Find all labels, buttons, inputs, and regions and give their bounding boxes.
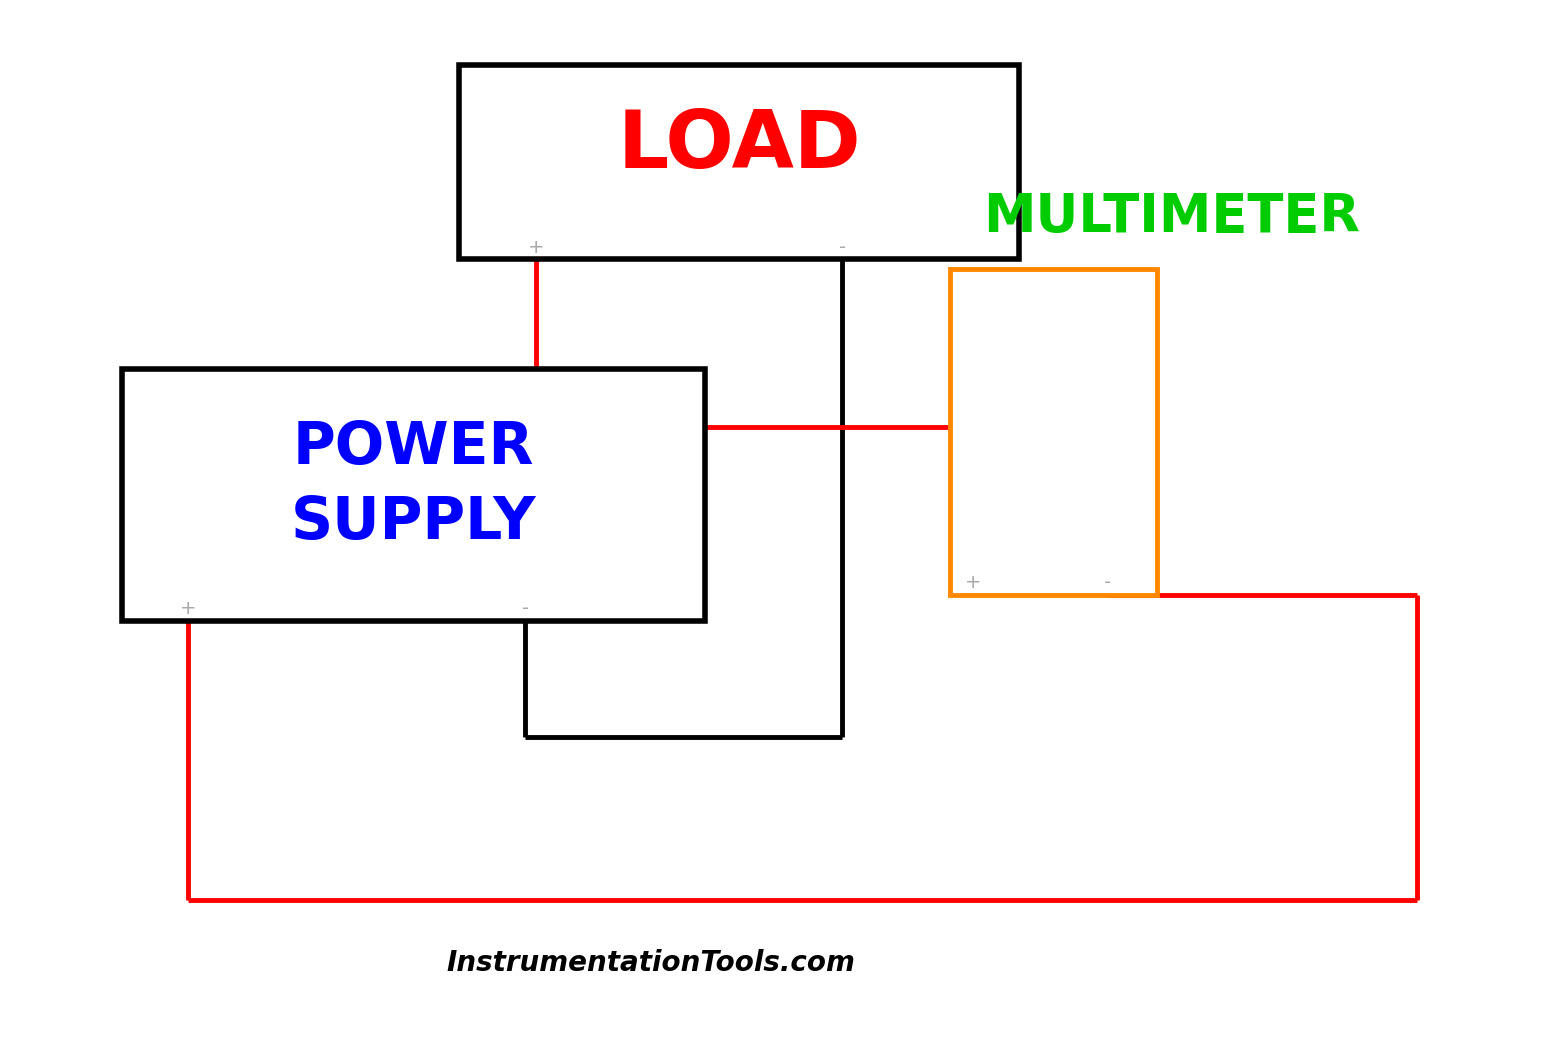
FancyBboxPatch shape: [459, 65, 1019, 259]
Text: LOAD: LOAD: [617, 107, 860, 185]
Text: +: +: [964, 572, 981, 592]
Text: MULTIMETER: MULTIMETER: [984, 192, 1361, 244]
Text: POWER
SUPPLY: POWER SUPPLY: [291, 419, 535, 551]
Text: +: +: [528, 238, 545, 256]
FancyBboxPatch shape: [122, 369, 704, 621]
Text: InstrumentationTools.com: InstrumentationTools.com: [447, 948, 855, 977]
Text: -: -: [521, 599, 529, 618]
Text: +: +: [179, 599, 196, 618]
FancyBboxPatch shape: [950, 269, 1157, 595]
Text: -: -: [1105, 572, 1111, 592]
Text: -: -: [838, 238, 846, 256]
